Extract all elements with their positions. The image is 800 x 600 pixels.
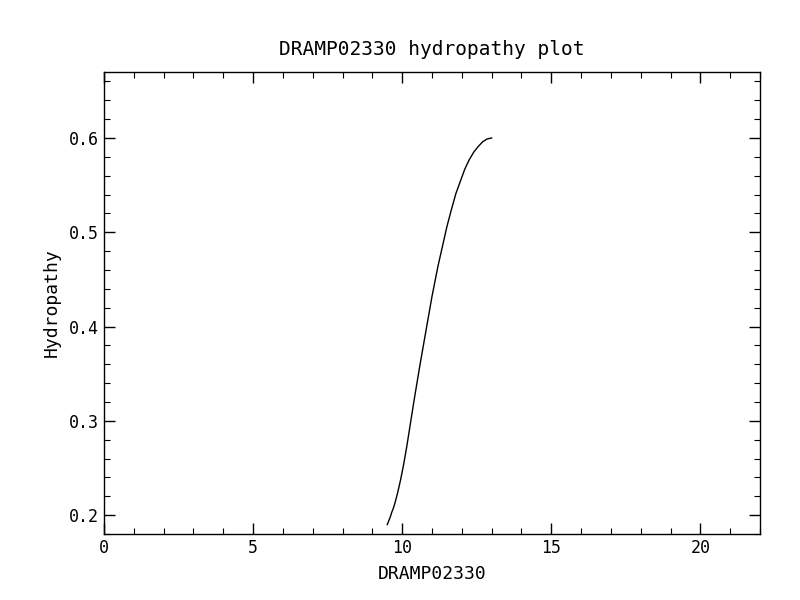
Title: DRAMP02330 hydropathy plot: DRAMP02330 hydropathy plot [279,40,585,59]
X-axis label: DRAMP02330: DRAMP02330 [378,565,486,583]
Y-axis label: Hydropathy: Hydropathy [43,248,61,358]
